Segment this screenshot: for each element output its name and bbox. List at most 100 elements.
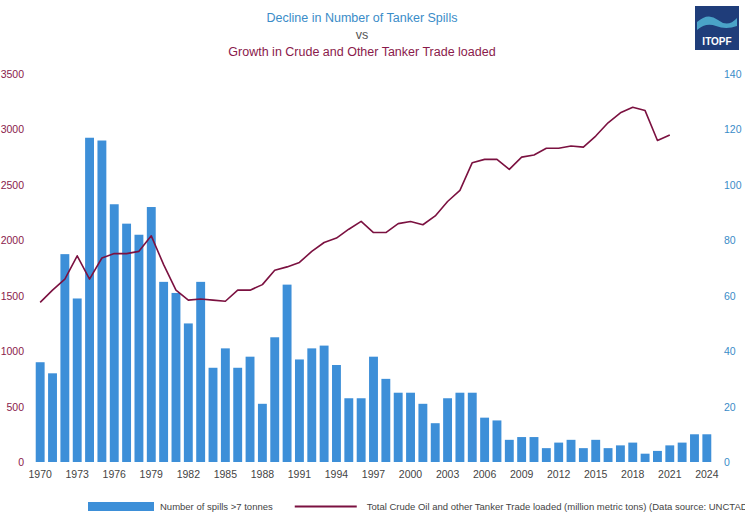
y2-tick-label: 40 <box>724 345 736 357</box>
x-tick-label: 2021 <box>658 468 682 480</box>
bar <box>73 298 82 462</box>
y2-tick-label: 60 <box>724 290 736 302</box>
legend-swatch <box>88 502 154 511</box>
bar <box>320 346 329 462</box>
y-tick-label: 2500 <box>1 179 25 191</box>
bar <box>678 443 687 462</box>
x-tick-label: 1997 <box>362 468 386 480</box>
x-tick-label: 2003 <box>436 468 460 480</box>
bar <box>172 293 181 462</box>
bar <box>307 348 316 462</box>
bar <box>85 138 94 462</box>
bar <box>283 285 292 462</box>
x-tick-label: 1985 <box>214 468 238 480</box>
bar <box>147 207 156 462</box>
bar <box>505 440 514 462</box>
x-tick-label: 2024 <box>695 468 719 480</box>
bar <box>357 398 366 462</box>
bar <box>702 434 711 462</box>
logo-box <box>695 6 739 50</box>
bar <box>394 393 403 462</box>
bar <box>530 437 539 462</box>
bar <box>97 141 106 462</box>
bar <box>36 362 45 462</box>
bar <box>246 357 255 462</box>
bar <box>406 393 415 462</box>
bar <box>455 393 464 462</box>
y2-tick-label: 120 <box>724 123 742 135</box>
x-tick-label: 1991 <box>288 468 312 480</box>
bar <box>480 418 489 462</box>
title: vs <box>356 28 369 42</box>
bar <box>628 443 637 462</box>
y2-tick-label: 20 <box>724 401 736 413</box>
y2-tick-label: 100 <box>724 179 742 191</box>
x-tick-label: 2000 <box>399 468 423 480</box>
x-tick-label: 1976 <box>103 468 127 480</box>
y-tick-label: 1000 <box>1 345 25 357</box>
y-tick-label: 3000 <box>1 123 25 135</box>
bar <box>221 348 230 462</box>
legend: Number of spills >7 tonnesTotal Crude Oi… <box>88 501 745 512</box>
bar <box>196 282 205 462</box>
bar <box>567 440 576 462</box>
bar <box>418 404 427 462</box>
x-tick-label: 1970 <box>28 468 52 480</box>
title: Growth in Crude and Other Tanker Trade l… <box>228 45 495 59</box>
line <box>40 107 670 302</box>
x-tick-label: 1982 <box>177 468 201 480</box>
x-tick-label: 2009 <box>510 468 534 480</box>
bar <box>270 337 279 462</box>
bar <box>184 323 193 462</box>
bar <box>209 368 218 462</box>
bar <box>431 423 440 462</box>
bar <box>468 393 477 462</box>
bar <box>369 357 378 462</box>
y2-tick-label: 80 <box>724 234 736 246</box>
title: Decline in Number of Tanker Spills <box>267 11 458 25</box>
x-tick-label: 1988 <box>251 468 275 480</box>
bar <box>591 440 600 462</box>
x-tick-label: 2018 <box>621 468 645 480</box>
bar <box>381 379 390 462</box>
bar <box>604 448 613 462</box>
logo: ITOPF <box>695 6 739 50</box>
y-tick-label: 1500 <box>1 290 25 302</box>
bar <box>443 398 452 462</box>
bar <box>344 398 353 462</box>
y-tick-label: 0 <box>18 456 24 468</box>
bar <box>665 445 674 462</box>
bar <box>641 454 650 462</box>
logo-wave <box>697 16 737 30</box>
bar <box>653 451 662 462</box>
bar <box>554 443 563 462</box>
bar <box>579 448 588 462</box>
bar <box>134 235 143 462</box>
legend-label: Total Crude Oil and other Tanker Trade l… <box>367 501 745 512</box>
chart: Decline in Number of Tanker Spills vs Grow… <box>0 0 745 523</box>
y-tick-label: 500 <box>6 401 24 413</box>
bar <box>48 373 57 462</box>
x-tick-label: 2015 <box>584 468 608 480</box>
plot-area <box>36 107 712 462</box>
bar <box>295 359 304 462</box>
y-tick-label: 2000 <box>1 234 25 246</box>
bar <box>493 420 502 462</box>
logo-text: ITOPF <box>702 36 731 47</box>
y2-tick-label: 140 <box>724 68 742 80</box>
y2-tick-label: 0 <box>724 456 730 468</box>
x-tick-label: 1994 <box>325 468 349 480</box>
bar <box>517 437 526 462</box>
x-tick-label: 1973 <box>66 468 90 480</box>
legend-swatch <box>295 506 357 508</box>
bar <box>542 448 551 462</box>
x-tick-label: 1979 <box>140 468 164 480</box>
bar <box>60 254 69 462</box>
bar <box>258 404 267 462</box>
x-tick-label: 2006 <box>473 468 497 480</box>
bar <box>122 224 131 462</box>
x-tick-label: 2012 <box>547 468 571 480</box>
bar <box>233 368 242 462</box>
y-tick-label: 3500 <box>1 68 25 80</box>
bar <box>110 204 119 462</box>
